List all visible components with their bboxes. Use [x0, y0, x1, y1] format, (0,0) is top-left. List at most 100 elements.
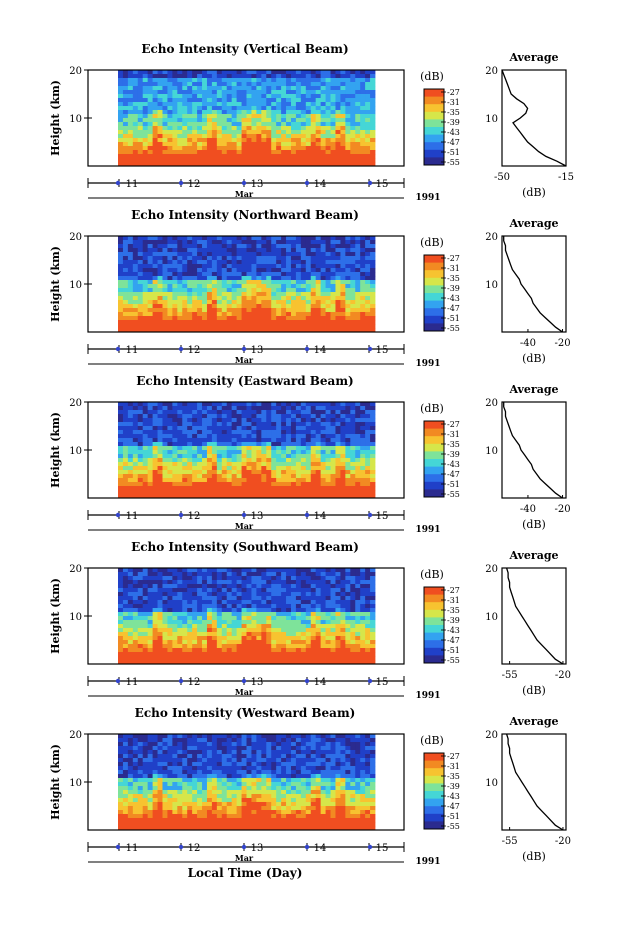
heatmap-cell: [162, 418, 168, 423]
heatmap-cell: [216, 434, 223, 439]
heatmap-cell: [226, 430, 233, 435]
heatmap-cell: [315, 430, 322, 435]
heatmap-cell: [276, 264, 282, 269]
heatmap-cell: [325, 74, 331, 79]
heatmap-cell: [320, 588, 326, 593]
heatmap-cell: [147, 126, 153, 131]
heatmap-cell: [320, 280, 326, 285]
colorbar-segment: [424, 277, 444, 281]
heatmap-cell: [305, 280, 312, 285]
heatmap-cell: [335, 248, 341, 253]
heatmap-cell: [211, 490, 218, 495]
heatmap-cell: [132, 632, 139, 637]
heatmap-cell: [127, 248, 134, 253]
heatmap-cell: [330, 482, 336, 487]
heatmap-cell: [147, 486, 153, 491]
heatmap-cell: [340, 252, 346, 257]
heatmap-cell: [286, 434, 292, 439]
heatmap-cell: [187, 126, 193, 131]
heatmap-cell: [162, 458, 168, 463]
heatmap-cell: [266, 430, 272, 435]
heatmap-cell: [305, 284, 312, 289]
heatmap-cell: [172, 256, 178, 261]
heatmap-cell: [241, 82, 247, 87]
heatmap-cell: [152, 438, 158, 443]
heatmap-cell: [182, 490, 188, 495]
heatmap-cell: [261, 588, 267, 593]
heatmap-cell: [320, 572, 326, 577]
heatmap-cell: [246, 604, 252, 609]
heatmap-cell: [221, 620, 228, 625]
heatmap-cell: [365, 312, 371, 317]
heatmap-cell: [345, 70, 351, 75]
heatmap-cell: [261, 86, 267, 91]
heatmap-cell: [360, 268, 366, 273]
heatmap-cell: [310, 304, 317, 309]
heatmap-cell: [300, 494, 307, 499]
heatmap-cell: [300, 296, 307, 301]
heatmap-cell: [256, 426, 262, 431]
heatmap-cell: [286, 572, 292, 577]
heatmap-cell: [202, 580, 208, 585]
heatmap-cell: [330, 312, 336, 317]
heatmap-cell: [286, 276, 292, 281]
heatmap-cell: [187, 78, 193, 83]
heatmap-cell: [290, 292, 297, 297]
heatmap-cell: [231, 632, 238, 637]
heatmap-cell: [192, 106, 198, 111]
colorbar-segment: [424, 422, 444, 426]
heatmap-cell: [231, 636, 238, 641]
heatmap-cell: [211, 418, 218, 423]
heatmap-cell: [300, 596, 307, 601]
heatmap-cell: [320, 86, 326, 91]
heatmap-cell: [251, 474, 257, 479]
heatmap-cell: [271, 98, 277, 103]
heatmap-cell: [226, 260, 233, 265]
heatmap-cell: [281, 486, 287, 491]
heatmap-cell: [197, 426, 203, 431]
heatmap-cell: [162, 422, 168, 427]
heatmap-cell: [177, 312, 183, 317]
heatmap-cell: [365, 414, 371, 419]
heatmap-cell: [246, 106, 252, 111]
heatmap-cell: [118, 264, 124, 269]
heatmap-cell: [187, 434, 193, 439]
heatmap-cell: [177, 576, 183, 581]
heatmap-cell: [315, 146, 322, 151]
heatmap-cell: [271, 280, 277, 285]
heatmap-cell: [246, 600, 252, 605]
heatmap-cell: [320, 482, 326, 487]
heatmap-cell: [152, 280, 158, 285]
heatmap-cell: [202, 470, 208, 475]
heatmap-cell: [305, 490, 312, 495]
heatmap-cell: [118, 94, 124, 99]
heatmap-cell: [236, 94, 242, 99]
heatmap-cell: [182, 146, 188, 151]
heatmap-cell: [355, 588, 361, 593]
heatmap-cell: [216, 146, 223, 151]
heatmap-cell: [157, 304, 163, 309]
shared-x-axis-label: Local Time (Day): [188, 866, 303, 880]
heatmap-cell: [295, 74, 302, 79]
heatmap-cell: [325, 588, 331, 593]
heatmap-cell: [147, 268, 153, 273]
colorbar-tick-label: -35: [447, 274, 460, 283]
heatmap-cell: [335, 272, 341, 277]
heatmap-cell: [271, 138, 277, 143]
heatmap-cell: [365, 406, 371, 411]
heatmap-cell: [281, 114, 287, 119]
heatmap-cell: [305, 446, 312, 451]
heatmap-cell: [221, 442, 228, 447]
heatmap-cell: [320, 300, 326, 305]
heatmap-cell: [360, 592, 366, 597]
heatmap-cell: [281, 450, 287, 455]
heatmap-cell: [261, 402, 267, 407]
heatmap-cell: [246, 616, 252, 621]
heatmap-cell: [236, 264, 242, 269]
heatmap-cell: [241, 312, 247, 317]
heatmap-cell: [122, 86, 129, 91]
heatmap-cell: [202, 122, 208, 127]
heatmap-cell: [127, 70, 134, 75]
heatmap-cell: [127, 410, 134, 415]
heatmap-cell: [355, 616, 361, 621]
